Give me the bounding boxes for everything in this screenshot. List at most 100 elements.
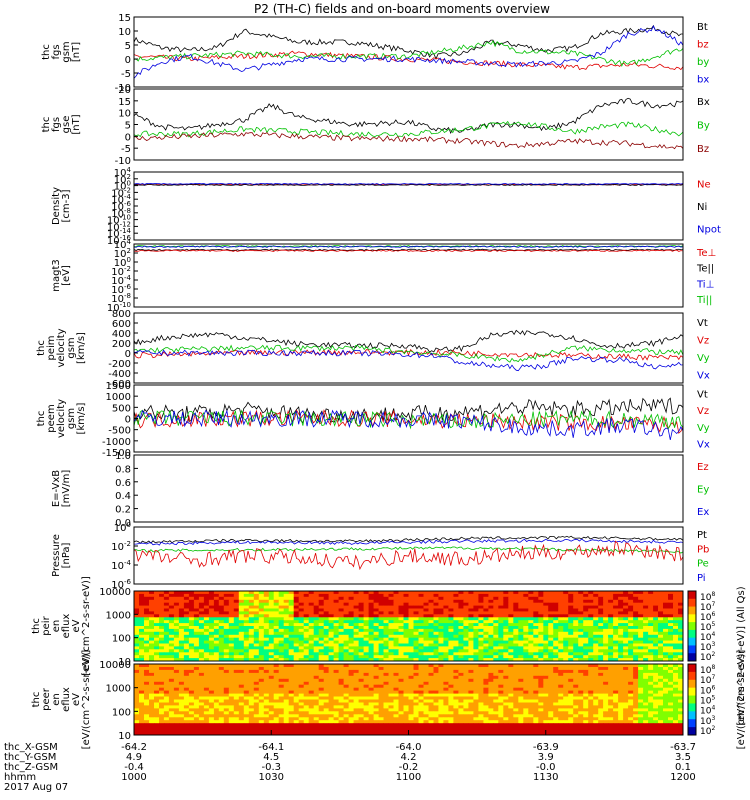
spectrogram-cell — [598, 708, 604, 712]
spectrogram-cell — [223, 669, 230, 674]
legend-entry: Pt — [697, 530, 707, 541]
spectrogram-cell — [463, 602, 469, 606]
spectrogram-cell — [458, 708, 464, 712]
spectrogram-cell — [154, 593, 160, 598]
spectrogram-cell — [538, 620, 544, 624]
y-axis-label-line: magt3 — [51, 259, 62, 292]
spectrogram-cell — [353, 717, 359, 721]
spectrogram-cell — [453, 690, 459, 694]
spectrogram-cell — [563, 655, 569, 659]
spectrogram-cell — [443, 623, 449, 627]
spectrogram-cell — [188, 593, 195, 598]
spectrogram-cell — [453, 652, 459, 656]
spectrogram-cell — [228, 652, 235, 656]
spectrogram-cell — [268, 717, 275, 721]
spectrogram-cell — [323, 675, 330, 680]
spectrogram-cell — [218, 693, 225, 697]
spectrogram-cell — [298, 681, 305, 686]
spectrogram-cell — [443, 664, 449, 668]
spectrogram-cell — [383, 667, 389, 671]
spectrogram-cell — [318, 614, 325, 618]
spectrogram-cell — [233, 705, 240, 709]
spectrogram-cell — [243, 646, 250, 650]
spectrogram-cell — [523, 681, 529, 686]
spectrogram-cell — [643, 620, 649, 624]
spectrogram-cell — [144, 658, 150, 661]
spectrogram-cell — [228, 611, 235, 615]
spectrogram-cell — [308, 693, 315, 697]
spectrogram-cell — [483, 675, 489, 680]
spectrogram-cell — [663, 708, 669, 712]
spectrogram-cell — [343, 620, 349, 624]
spectrogram-cell — [448, 693, 454, 697]
spectrogram-cell — [678, 591, 683, 595]
spectrogram-cell — [538, 634, 544, 639]
spectrogram-cell — [623, 693, 629, 697]
spectrogram-cell — [144, 596, 150, 601]
spectrogram-cell — [468, 672, 474, 677]
spectrogram-cell — [408, 714, 414, 718]
spectrogram-cell — [228, 702, 235, 706]
spectrogram-cell — [298, 669, 305, 674]
series-line-Vt — [134, 329, 683, 353]
spectrogram-cell — [223, 634, 230, 639]
spectrogram-cell — [473, 643, 479, 647]
spectrogram-cell — [563, 658, 569, 661]
spectrogram-cell — [468, 628, 474, 633]
spectrogram-cell — [503, 681, 509, 686]
spectrogram-cell — [408, 678, 414, 683]
spectrogram-cell — [183, 591, 190, 595]
spectrogram-cell — [228, 649, 235, 653]
spectrogram-cell — [144, 705, 150, 709]
spectrogram-cell — [188, 637, 195, 641]
spectrogram-cell — [378, 667, 384, 671]
spectrogram-cell — [548, 608, 554, 612]
y-tick-label: 15 — [118, 97, 131, 108]
spectrogram-cell — [193, 655, 200, 659]
spectrogram-cell — [188, 608, 195, 612]
y-tick-label: 1.0 — [115, 451, 131, 462]
spectrogram-cell — [513, 690, 519, 694]
spectrogram-cell — [628, 652, 634, 656]
spectrogram-cell — [283, 717, 290, 721]
spectrogram-cell — [513, 678, 519, 683]
spectrogram-cell — [568, 684, 574, 689]
spectrogram-cell — [473, 696, 479, 700]
spectrogram-cell — [208, 699, 215, 703]
spectrogram-cell — [508, 669, 514, 674]
spectrogram-cell — [188, 693, 195, 697]
spectrogram-cell — [173, 611, 180, 615]
spectrogram-cell — [208, 611, 215, 615]
spectrogram-cell — [438, 693, 444, 697]
spectrogram-cell — [558, 593, 564, 598]
spectrogram-cell — [498, 631, 504, 636]
spectrogram-cell — [353, 614, 359, 618]
spectrogram-cell — [418, 678, 424, 683]
spectrogram-cell — [178, 591, 185, 595]
spectrogram-cell — [633, 696, 639, 700]
spectrogram-cell — [198, 693, 205, 697]
spectrogram-cell — [268, 593, 275, 598]
spectrogram-cell — [598, 711, 604, 715]
spectrogram-cell — [343, 696, 349, 700]
spectrogram-cell — [598, 717, 604, 721]
spectrogram-cell — [323, 702, 330, 706]
spectrogram-cell — [159, 640, 165, 644]
spectrogram-cell — [578, 675, 584, 680]
spectrogram-cell — [323, 614, 330, 618]
spectrogram-cell — [478, 643, 484, 647]
spectrogram-cell — [633, 705, 639, 709]
spectrogram-cell — [198, 678, 205, 683]
spectrogram-cell — [298, 614, 305, 618]
spectrogram-cell — [583, 655, 589, 659]
spectrogram-cell — [608, 605, 614, 609]
spectrogram-cell — [333, 717, 339, 721]
spectrogram-cell — [628, 634, 634, 639]
series-line-Pe — [134, 546, 683, 554]
spectrogram-cell — [163, 690, 170, 694]
spectrogram-cell — [618, 599, 624, 604]
spectrogram-cell — [149, 596, 155, 601]
spectrogram-cell — [648, 655, 654, 659]
spectrogram-cell — [358, 628, 364, 633]
spectrogram-cell — [568, 628, 574, 633]
